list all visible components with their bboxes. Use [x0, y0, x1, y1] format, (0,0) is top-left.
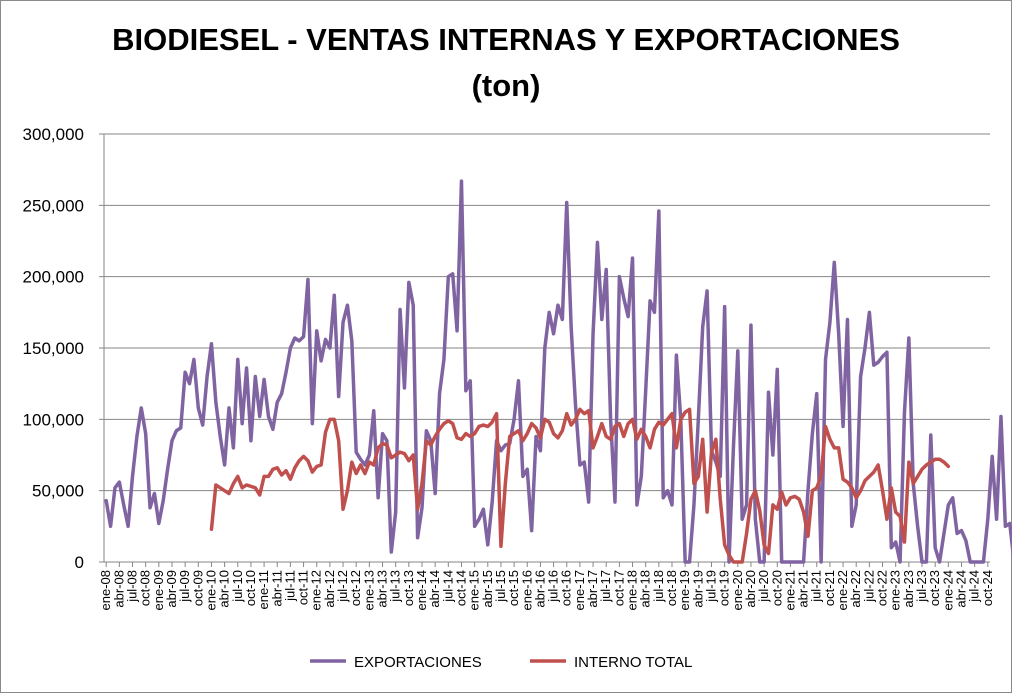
x-tick-label: ene-24	[940, 570, 955, 610]
x-tick-label: abr-17	[585, 570, 600, 608]
x-tick-label: abr-19	[690, 570, 705, 608]
x-tick-label: abr-09	[164, 570, 179, 608]
x-tick-label: oct-18	[664, 570, 679, 606]
legend: EXPORTACIONES INTERNO TOTAL	[310, 654, 692, 671]
x-tick-label: jul-14	[440, 570, 455, 603]
x-tick-label: oct-16	[559, 570, 574, 606]
x-tick-label: oct-24	[980, 570, 995, 606]
x-tick-label: abr-16	[532, 570, 547, 608]
y-tick-label: 300,000	[23, 125, 84, 144]
x-tick-label: abr-10	[217, 570, 232, 608]
x-tick-label: oct-22	[875, 570, 890, 606]
y-axis-tick-labels: 0 50,000 100,000 150,000 200,000 250,000 300,0…	[23, 125, 84, 572]
x-tick-label: jul-11	[282, 570, 297, 602]
x-tick-label: jul-09	[177, 570, 192, 603]
x-tick-label: oct-13	[401, 570, 416, 606]
x-tick-label: ene-19	[677, 570, 692, 610]
x-tick-label: jul-22	[861, 570, 876, 603]
y-tick-label: 150,000	[23, 339, 84, 358]
x-tick-label: ene-17	[572, 570, 587, 610]
chart-title: BIODIESEL - VENTAS INTERNAS Y EXPORTACIO…	[112, 22, 900, 57]
x-tick-label: ene-22	[835, 570, 850, 610]
y-tick-label: 50,000	[32, 482, 84, 501]
x-tick-label: jul-15	[493, 570, 508, 603]
x-tick-label: abr-14	[427, 570, 442, 608]
axes	[99, 133, 990, 567]
x-tick-label: oct-12	[348, 570, 363, 606]
x-tick-label: oct-10	[243, 570, 258, 606]
x-tick-label: jul-10	[230, 570, 245, 603]
x-tick-label: abr-18	[638, 570, 653, 608]
y-tick-label: 200,000	[23, 268, 84, 287]
x-tick-label: jul-17	[598, 570, 613, 603]
x-tick-label: jul-18	[651, 570, 666, 603]
x-tick-label: oct-08	[138, 570, 153, 606]
x-tick-label: ene-08	[98, 570, 113, 610]
x-tick-label: oct-23	[927, 570, 942, 606]
x-tick-label: jul-21	[809, 570, 824, 603]
x-tick-label: oct-21	[822, 570, 837, 606]
x-tick-label: ene-23	[888, 570, 903, 610]
x-tick-label: oct-11	[296, 570, 311, 605]
x-tick-label: ene-15	[467, 570, 482, 610]
x-tick-label: oct-17	[611, 570, 626, 606]
x-tick-label: jul-08	[125, 570, 140, 603]
x-tick-label: abr-23	[901, 570, 916, 608]
y-tick-label: 100,000	[23, 410, 84, 429]
x-tick-label: oct-09	[190, 570, 205, 606]
x-tick-label: jul-16	[546, 570, 561, 603]
series-line-1	[104, 179, 1012, 564]
x-tick-label: abr-21	[796, 570, 811, 608]
x-tick-label: ene-10	[203, 570, 218, 610]
x-tick-label: jul-12	[335, 570, 350, 603]
x-tick-label: abr-08	[111, 570, 126, 608]
x-tick-label: oct-15	[506, 570, 521, 606]
x-tick-label: ene-11	[256, 570, 271, 610]
x-tick-label: ene-18	[625, 570, 640, 610]
legend-label-1: EXPORTACIONES	[354, 654, 482, 671]
x-tick-label: ene-13	[361, 570, 376, 610]
x-axis-tick-labels: ene-08abr-08jul-08oct-08ene-09abr-09jul-…	[98, 570, 995, 610]
x-tick-label: abr-13	[375, 570, 390, 608]
x-tick-label: oct-14	[453, 570, 468, 606]
series-line-2	[209, 407, 951, 564]
x-tick-label: jul-20	[756, 570, 771, 603]
y-tick-label: 250,000	[23, 196, 84, 215]
x-tick-label: ene-09	[151, 570, 166, 610]
series-lines	[104, 179, 1012, 564]
x-tick-label: ene-16	[519, 570, 534, 610]
chart-subtitle: (ton)	[471, 68, 541, 103]
x-tick-label: oct-20	[769, 570, 784, 606]
x-tick-label: ene-20	[730, 570, 745, 610]
x-tick-label: abr-11	[269, 570, 284, 607]
x-tick-label: abr-15	[480, 570, 495, 608]
x-tick-label: ene-12	[309, 570, 324, 610]
legend-label-2: INTERNO TOTAL	[574, 654, 692, 671]
x-tick-label: jul-19	[703, 570, 718, 603]
x-tick-label: jul-13	[388, 570, 403, 603]
x-tick-label: abr-22	[848, 570, 863, 608]
x-tick-label: ene-21	[782, 570, 797, 610]
x-tick-label: abr-24	[953, 570, 968, 608]
x-tick-label: jul-24	[967, 570, 982, 603]
x-tick-label: jul-23	[914, 570, 929, 603]
x-tick-label: abr-20	[743, 570, 758, 608]
x-tick-label: ene-14	[414, 570, 429, 610]
x-tick-label: abr-12	[322, 570, 337, 608]
y-tick-label: 0	[75, 553, 84, 572]
x-tick-label: oct-19	[717, 570, 732, 606]
